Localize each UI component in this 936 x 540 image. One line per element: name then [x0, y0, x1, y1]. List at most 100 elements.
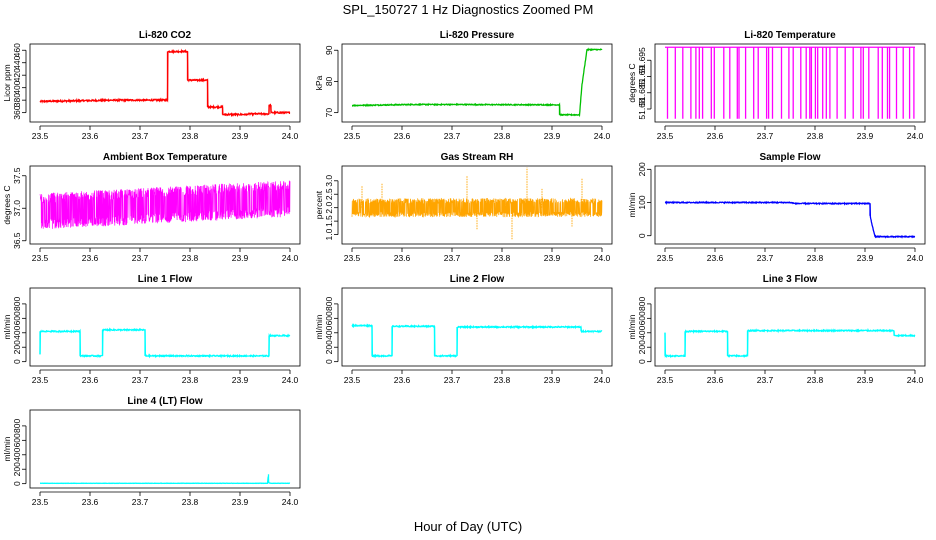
x-tick-label: 24.0 — [594, 131, 611, 141]
y-tick-label: 440 — [12, 55, 22, 69]
panel-ambient_box_temp: Ambient Box Temperature degrees C 23.5 23.6… — [2, 152, 301, 263]
plot-area-licor_temp — [665, 46, 915, 119]
x-tick-label: 23.9 — [857, 131, 874, 141]
panel-ylabel-pressure: kPa — [314, 75, 324, 90]
x-tick-label: 23.5 — [344, 375, 361, 385]
panel-frame-licor_temp — [654, 43, 926, 123]
y-tick-label: 200 — [12, 462, 22, 476]
series-dips-licor_temp — [666, 47, 915, 119]
x-tick-label: 23.7 — [444, 253, 461, 263]
x-tick-label: 23.8 — [182, 375, 199, 385]
x-tick-label: 23.7 — [444, 131, 461, 141]
panel-line2: Line 2 Flow ml/min 23.5 23.6 23.7 23.8 23.9 24.… — [314, 274, 613, 385]
x-tick-label: 23.7 — [132, 253, 149, 263]
x-tick-label: 23.5 — [32, 253, 49, 263]
plot-area-line3 — [664, 327, 916, 359]
panel-frame-line3 — [654, 287, 926, 367]
panel-title-gas_rh: Gas Stream RH — [441, 152, 514, 163]
y-tick-label: 200 — [637, 340, 647, 354]
y-tick-label: 400 — [324, 325, 334, 339]
figure-xlabel: Hour of Day (UTC) — [414, 519, 522, 534]
panel-ylabel-sample_flow: ml/min — [627, 192, 637, 217]
x-tick-label: 23.6 — [82, 375, 99, 385]
x-tick-label: 23.6 — [82, 131, 99, 141]
x-tick-label: 24.0 — [907, 131, 924, 141]
panel-licor_temp: Li-820 Temperature degrees C 23.5 23.6 23.7 2… — [627, 30, 926, 141]
y-tick-label: 600 — [637, 311, 647, 325]
plot-area-gas_rh — [351, 167, 603, 240]
x-tick-label: 23.5 — [32, 497, 49, 507]
x-tick-label: 23.9 — [857, 375, 874, 385]
x-tick-label: 23.8 — [807, 375, 824, 385]
x-tick-label: 23.6 — [394, 253, 411, 263]
x-tick-label: 23.8 — [494, 375, 511, 385]
panel-co2: Li-820 CO2 Licor ppm 23.5 23.6 23.7 23.8 23.9 2… — [2, 30, 301, 141]
x-tick-label: 23.5 — [344, 253, 361, 263]
x-tick-label: 24.0 — [282, 497, 299, 507]
x-tick-label: 23.7 — [444, 375, 461, 385]
y-tick-label: 400 — [12, 325, 22, 339]
x-tick-label: 23.8 — [182, 131, 199, 141]
y-tick-label: 600 — [324, 311, 334, 325]
y-tick-label: 800 — [12, 297, 22, 311]
x-tick-label: 23.6 — [707, 375, 724, 385]
plot-area-co2 — [39, 48, 291, 118]
x-tick-label: 24.0 — [594, 253, 611, 263]
panel-line4: Line 4 (LT) Flow ml/min 23.5 23.6 23.7 23.8 23… — [2, 396, 301, 507]
x-tick-label: 23.7 — [757, 131, 774, 141]
x-tick-label: 23.6 — [394, 375, 411, 385]
x-tick-label: 23.9 — [857, 253, 874, 263]
panel-ylabel-licor_temp: degrees C — [627, 63, 637, 102]
y-tick-label: 200 — [637, 162, 647, 176]
y-tick-label: 51.68 — [637, 98, 647, 120]
x-tick-label: 23.6 — [394, 131, 411, 141]
x-tick-label: 23.7 — [132, 375, 149, 385]
y-tick-label: 37.5 — [12, 167, 22, 184]
y-tick-label: 51.685 — [637, 79, 647, 105]
panel-pressure: Li-820 Pressure kPa 23.5 23.6 23.7 23.8 23.9 24… — [314, 30, 613, 141]
x-tick-label: 23.7 — [757, 253, 774, 263]
x-tick-label: 23.8 — [182, 253, 199, 263]
figure-title: SPL_150727 1 Hz Diagnostics Zoomed PM — [343, 2, 594, 17]
panels: Li-820 CO2 Licor ppm 23.5 23.6 23.7 23.8 23.9 2… — [2, 30, 926, 507]
panel-sample_flow: Sample Flow ml/min 23.5 23.6 23.7 23.8 23.9 24.… — [627, 152, 926, 263]
panel-gas_rh: Gas Stream RH percent 23.5 23.6 23.7 23.8 23.9… — [314, 152, 613, 263]
x-tick-label: 23.9 — [544, 375, 561, 385]
panel-frame-co2 — [29, 43, 301, 123]
x-tick-label: 23.8 — [182, 497, 199, 507]
panel-line3: Line 3 Flow ml/min 23.5 23.6 23.7 23.8 23.9 24.… — [627, 274, 926, 385]
series-line-line4 — [40, 476, 291, 485]
x-tick-label: 23.9 — [232, 253, 249, 263]
series-line-pressure — [351, 47, 603, 118]
panel-ylabel-line4: ml/min — [2, 436, 12, 461]
y-tick-label: 800 — [324, 297, 334, 311]
panel-title-pressure: Li-820 Pressure — [440, 30, 515, 41]
x-tick-label: 23.8 — [807, 253, 824, 263]
x-tick-label: 24.0 — [907, 253, 924, 263]
series-line-ambient_box_temp — [39, 180, 291, 229]
x-tick-label: 24.0 — [282, 253, 299, 263]
x-tick-label: 23.6 — [707, 131, 724, 141]
x-tick-label: 23.6 — [707, 253, 724, 263]
y-tick-label: 1.0 — [324, 228, 334, 240]
y-tick-label: 80 — [324, 76, 334, 86]
y-tick-label: 600 — [12, 311, 22, 325]
y-tick-label: 51.695 — [637, 47, 647, 73]
x-tick-label: 23.5 — [344, 131, 361, 141]
panel-ylabel-ambient_box_temp: degrees C — [2, 185, 12, 224]
x-tick-label: 23.7 — [132, 497, 149, 507]
x-tick-label: 23.9 — [544, 131, 561, 141]
panel-title-licor_temp: Li-820 Temperature — [744, 30, 836, 41]
x-tick-label: 23.5 — [657, 375, 674, 385]
y-tick-label: 200 — [12, 340, 22, 354]
y-tick-label: 90 — [324, 45, 334, 55]
y-tick-label: 0 — [637, 359, 647, 364]
y-tick-label: 70 — [324, 108, 334, 118]
panel-title-co2: Li-820 CO2 — [139, 30, 192, 41]
plot-area-line4 — [40, 474, 291, 485]
y-tick-label: 460 — [12, 43, 22, 57]
x-tick-label: 23.8 — [807, 131, 824, 141]
y-tick-label: 0 — [324, 359, 334, 364]
x-tick-label: 23.6 — [82, 253, 99, 263]
